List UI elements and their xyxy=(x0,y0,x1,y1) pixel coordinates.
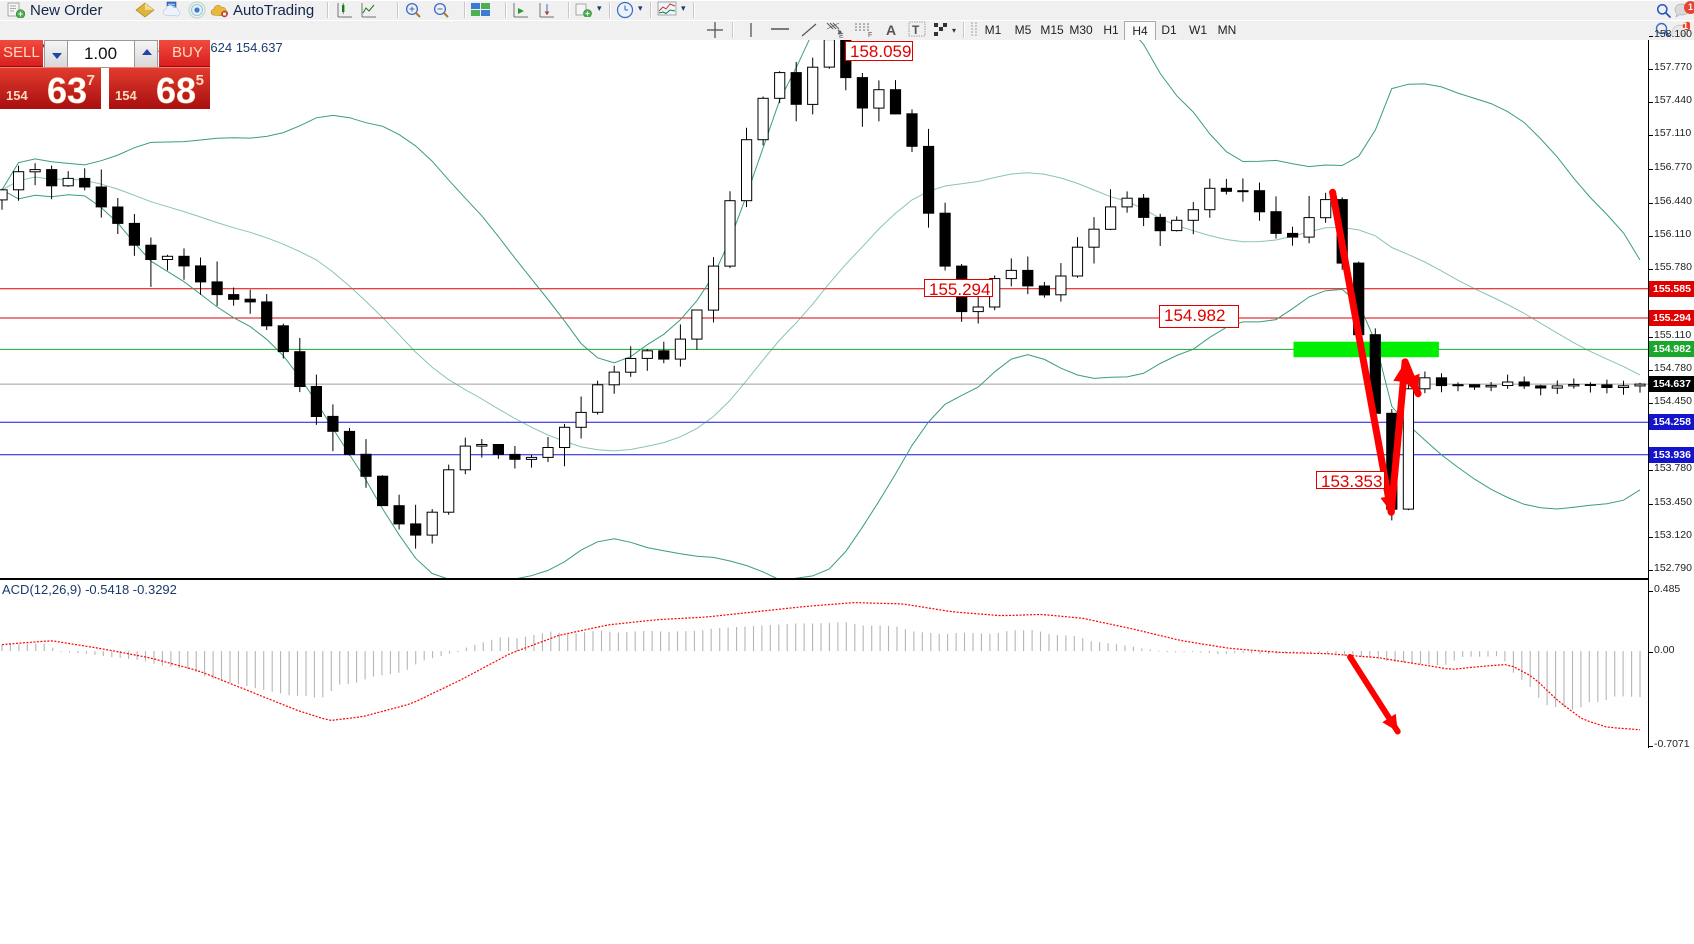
svg-text:F: F xyxy=(868,32,872,37)
svg-text:E: E xyxy=(839,33,844,39)
svg-text:T: T xyxy=(912,23,920,37)
